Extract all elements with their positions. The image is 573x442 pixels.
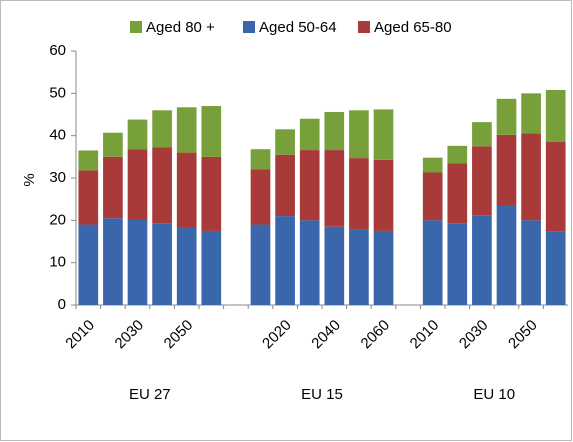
bar-segment (275, 216, 295, 305)
bar-segment (545, 89, 566, 143)
bar-segment (422, 157, 443, 173)
bar-segment (472, 122, 492, 147)
legend-marker (358, 21, 370, 33)
bar-segment (250, 149, 271, 170)
bar-segment (496, 98, 517, 135)
legend-label: Aged 65-80 (374, 19, 452, 36)
bar-segment (521, 220, 541, 305)
bar-segment (349, 110, 369, 159)
bar-segment (201, 106, 222, 157)
bar-segment (78, 150, 99, 171)
bar-segment (373, 109, 394, 160)
bar-segment (152, 223, 172, 305)
group-label: EU 15 (301, 386, 343, 403)
bar-segment (127, 119, 148, 150)
bar-segment (176, 152, 197, 228)
bar-segment (373, 230, 394, 305)
bar-segment (176, 227, 197, 305)
legend-marker (130, 21, 142, 33)
bar-segment (299, 220, 320, 305)
bar-segment (324, 111, 345, 151)
y-tick-label: 50 (49, 84, 66, 101)
bar-segment (324, 226, 345, 305)
y-tick-label: 60 (49, 42, 66, 59)
bar-segment (324, 150, 345, 227)
bar-segment (349, 229, 369, 305)
bar-segment (103, 156, 123, 219)
bar-segment (545, 231, 566, 305)
y-axis-label: % (21, 173, 38, 186)
bar-segment (422, 220, 443, 305)
legend-label: Aged 50-64 (259, 19, 337, 36)
bar-segment (521, 133, 541, 221)
bar-segment (349, 158, 369, 230)
bar-segment (447, 223, 468, 305)
bar-segment (78, 224, 99, 305)
bar-segment (496, 134, 517, 206)
bar-segment (447, 145, 468, 164)
bar-segment (472, 146, 492, 216)
bar-segment (250, 224, 271, 305)
bar-segment (201, 156, 222, 231)
bar-segment (496, 205, 517, 305)
legend-marker (243, 21, 255, 33)
bar-segment (127, 149, 148, 220)
y-tick-label: 10 (49, 254, 66, 271)
bar-segment (250, 169, 271, 225)
group-label: EU 10 (473, 386, 515, 403)
group-label: EU 27 (129, 386, 171, 403)
bar-segment (127, 219, 148, 305)
y-tick-label: 30 (49, 169, 66, 186)
bar-segment (545, 142, 566, 232)
bar-segment (152, 147, 172, 224)
bar-segment (422, 172, 443, 221)
bar-segment (152, 110, 172, 148)
bar-segment (201, 230, 222, 305)
bar-segment (373, 159, 394, 231)
bar-segment (275, 129, 295, 155)
y-tick-label: 40 (49, 127, 66, 144)
bar-segment (103, 218, 123, 305)
legend-label: Aged 80 + (146, 19, 215, 36)
bar-segment (299, 150, 320, 221)
bar-segment (78, 170, 99, 225)
y-tick-label: 20 (49, 211, 66, 228)
y-tick-label: 0 (58, 296, 66, 313)
bar-segment (299, 118, 320, 151)
bar-segment (447, 163, 468, 224)
bar-segment (176, 107, 197, 153)
bar-segment (275, 154, 295, 217)
bar-segment (103, 132, 123, 157)
bar-segment (472, 215, 492, 305)
bar-segment (521, 93, 541, 134)
